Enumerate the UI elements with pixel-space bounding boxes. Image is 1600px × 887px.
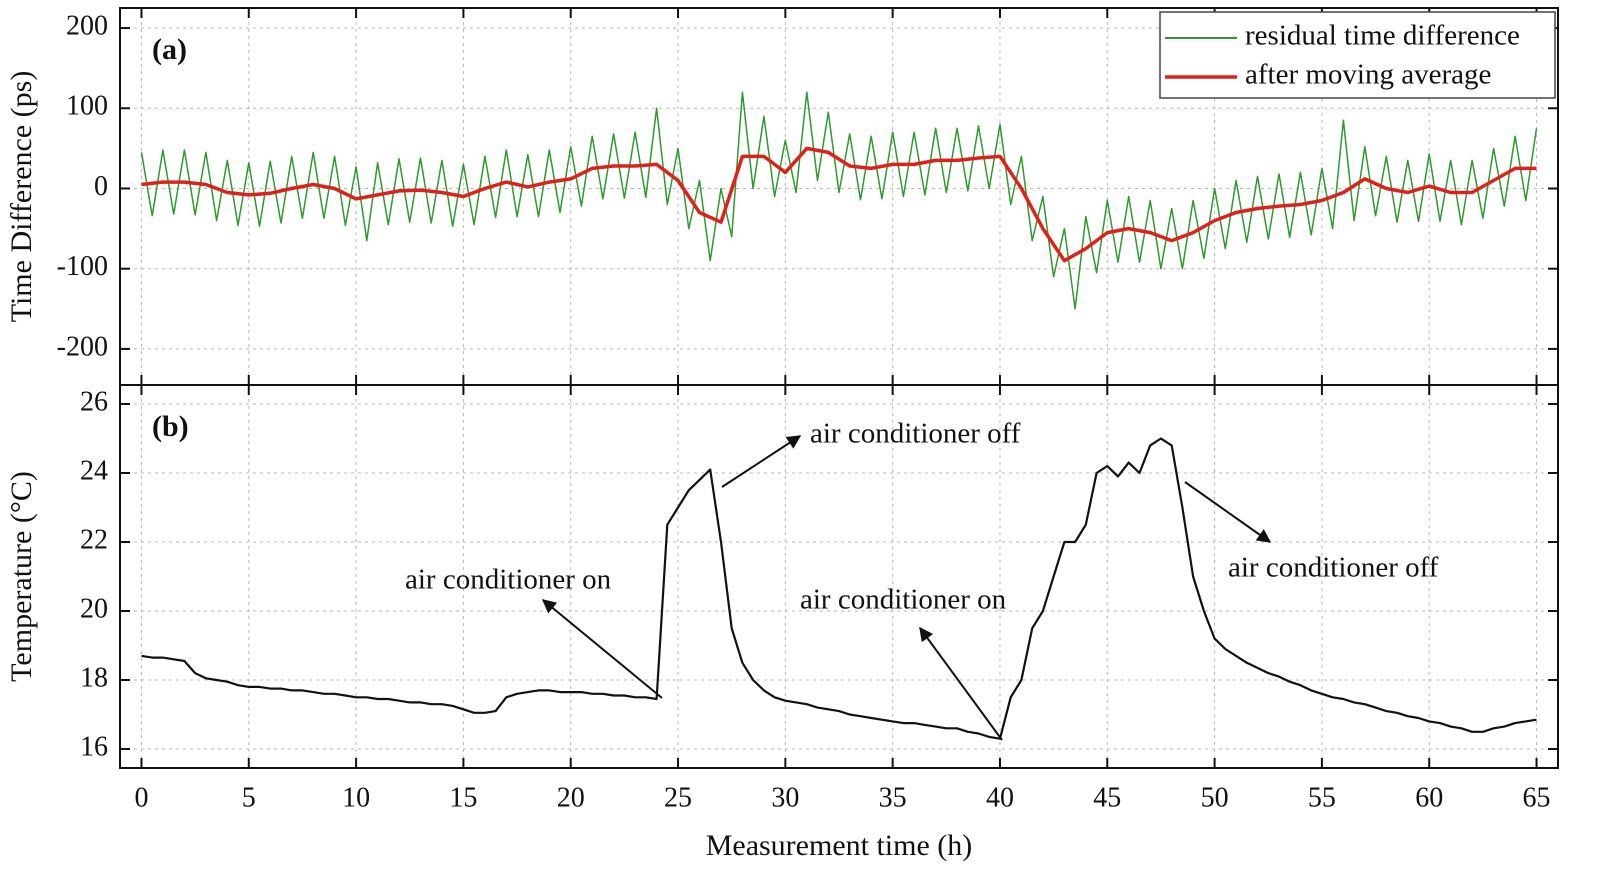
y-tick-label: 16 bbox=[80, 731, 108, 762]
x-tick-label: 40 bbox=[986, 782, 1014, 813]
x-tick-label: 15 bbox=[449, 782, 477, 813]
data-line bbox=[141, 146, 1537, 263]
y-tick-label: -200 bbox=[57, 331, 108, 362]
y-tick-label: 100 bbox=[66, 91, 108, 122]
x-tick-label: 45 bbox=[1093, 782, 1121, 813]
annotation-arrow bbox=[541, 599, 663, 699]
annotation: air conditioner off bbox=[1228, 552, 1439, 584]
legend-label: residual time difference bbox=[1245, 20, 1520, 52]
y-tick-label: 24 bbox=[80, 455, 108, 486]
y-axis-label: Time Difference (ps) bbox=[5, 71, 38, 323]
annotation-arrow bbox=[721, 435, 802, 488]
x-tick-label: 50 bbox=[1201, 782, 1229, 813]
x-tick-label: 10 bbox=[342, 782, 370, 813]
y-tick-label: 26 bbox=[80, 386, 108, 417]
x-tick-label: 25 bbox=[664, 782, 692, 813]
data-line bbox=[141, 437, 1537, 740]
annotation-arrow bbox=[1184, 481, 1272, 543]
annotation: air conditioner on bbox=[800, 584, 1007, 616]
x-tick-label: 0 bbox=[134, 782, 148, 813]
plot-frame bbox=[119, 384, 1559, 769]
x-axis-label: Measurement time (h) bbox=[706, 829, 973, 862]
panel-label: (a) bbox=[152, 33, 187, 66]
x-tick-label: 60 bbox=[1415, 782, 1443, 813]
annotation: air conditioner off bbox=[810, 418, 1021, 450]
y-tick-label: -100 bbox=[57, 251, 108, 282]
x-tick-label: 55 bbox=[1308, 782, 1336, 813]
y-tick-label: 200 bbox=[66, 10, 108, 41]
x-tick-label: 65 bbox=[1523, 782, 1551, 813]
annotation: air conditioner on bbox=[405, 564, 612, 596]
y-tick-label: 20 bbox=[80, 593, 108, 624]
x-tick-label: 5 bbox=[242, 782, 256, 813]
x-tick-label: 35 bbox=[879, 782, 907, 813]
annotation-arrow bbox=[919, 626, 1003, 741]
y-tick-label: 0 bbox=[94, 171, 108, 202]
x-tick-label: 30 bbox=[771, 782, 799, 813]
panel-label: (b) bbox=[152, 410, 189, 443]
y-tick-label: 18 bbox=[80, 662, 108, 693]
x-tick-label: 20 bbox=[557, 782, 585, 813]
data-line bbox=[140, 91, 1538, 310]
legend-box bbox=[1159, 11, 1556, 99]
y-tick-label: 22 bbox=[80, 524, 108, 555]
y-axis-label: Temperature (°C) bbox=[5, 471, 38, 682]
legend-label: after moving average bbox=[1245, 59, 1491, 91]
